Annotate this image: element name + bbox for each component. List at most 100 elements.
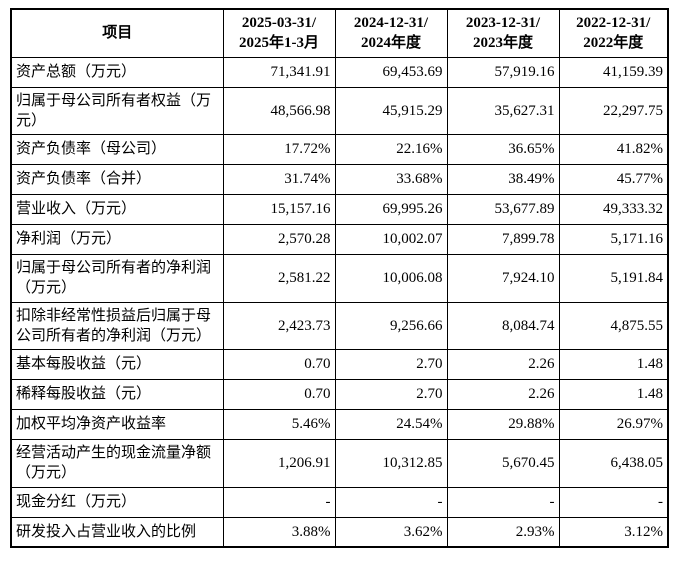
row-value: - [558,486,669,518]
row-value: 4,875.55 [558,301,669,350]
row-value: 2.26 [446,379,560,410]
table-row: 归属于母公司所有者权益（万元） 48,566.98 45,915.29 35,627.… [10,86,669,135]
row-value: 2.26 [446,349,560,380]
row-label: 经营活动产生的现金流量净额（万元） [10,439,224,488]
row-value: 2.93% [446,516,560,548]
row-label: 资产负债率（合并） [10,164,224,195]
period-label: 2025年1-3月 [239,35,319,52]
table-row: 基本每股收益（元） 0.70 2.70 2.26 1.48 [10,349,669,380]
row-value: 5,670.45 [446,439,560,488]
row-value: 2.70 [334,379,448,410]
row-value: 33.68% [334,164,448,195]
row-label: 加权平均净资产收益率 [10,409,224,440]
row-value: 3.12% [558,516,669,548]
period-date: 2024-12-31/ [353,15,429,31]
row-value: 15,157.16 [222,194,336,225]
row-value: 10,006.08 [334,254,448,303]
row-value: 57,919.16 [446,56,560,88]
period-label: 2022年度 [583,35,644,52]
row-value: 7,899.78 [446,224,560,255]
row-label: 资产负债率（母公司） [10,134,224,165]
row-value: 41,159.39 [558,56,669,88]
row-value: 6,438.05 [558,439,669,488]
row-value: - [222,486,336,518]
row-value: 29.88% [446,409,560,440]
row-value: 2,423.73 [222,301,336,350]
row-value: 69,453.69 [334,56,448,88]
table-row: 现金分红（万元） - - - - [10,486,669,518]
row-value: - [446,486,560,518]
row-label: 稀释每股收益（元） [10,379,224,410]
column-header-item: 项目 [10,8,224,58]
row-label: 营业收入（万元） [10,194,224,225]
table-row: 资产负债率（合并） 31.74% 33.68% 38.49% 45.77% [10,164,669,195]
financial-summary-table: 项目 2025-03-31/ 2025年1-3月 2024-12-31/ 202… [10,8,669,548]
period-label: 2024年度 [360,35,421,52]
row-value: 24.54% [334,409,448,440]
row-value: 41.82% [558,134,669,165]
row-value: 2,581.22 [222,254,336,303]
row-value: - [334,486,448,518]
row-value: 38.49% [446,164,560,195]
row-value: 5.46% [222,409,336,440]
row-value: 10,312.85 [334,439,448,488]
row-value: 5,191.84 [558,254,669,303]
period-date: 2022-12-31/ [576,15,651,31]
row-value: 0.70 [222,379,336,410]
table-row: 归属于母公司所有者的净利润（万元） 2,581.22 10,006.08 7,924.… [10,254,669,303]
row-value: 7,924.10 [446,254,560,303]
table-header-row: 项目 2025-03-31/ 2025年1-3月 2024-12-31/ 202… [10,8,669,58]
table-row: 稀释每股收益（元） 0.70 2.70 2.26 1.48 [10,379,669,410]
table-row: 资产负债率（母公司） 17.72% 22.16% 36.65% 41.82% [10,134,669,165]
row-value: 2,570.28 [222,224,336,255]
row-value: 22,297.75 [558,86,669,135]
table-row: 扣除非经常性损益后归属于母公司所有者的净利润（万元） 2,423.73 9,256.… [10,301,669,350]
column-header-period-2024: 2024-12-31/ 2024年度 [334,8,448,58]
row-value: 0.70 [222,349,336,380]
row-value: 49,333.32 [558,194,669,225]
row-value: 8,084.74 [446,301,560,350]
row-value: 53,677.89 [446,194,560,225]
row-value: 1.48 [558,379,669,410]
column-header-period-2025q1: 2025-03-31/ 2025年1-3月 [222,8,336,58]
table-row: 经营活动产生的现金流量净额（万元） 1,206.91 10,312.85 5,670.… [10,439,669,488]
table-row: 加权平均净资产收益率 5.46% 24.54% 29.88% 26.97% [10,409,669,440]
row-value: 71,341.91 [222,56,336,88]
row-value: 69,995.26 [334,194,448,225]
row-value: 35,627.31 [446,86,560,135]
column-header-period-2022: 2022-12-31/ 2022年度 [558,8,669,58]
row-value: 1.48 [558,349,669,380]
row-label: 扣除非经常性损益后归属于母公司所有者的净利润（万元） [10,301,224,350]
row-label: 基本每股收益（元） [10,349,224,380]
row-value: 10,002.07 [334,224,448,255]
table-row: 资产总额（万元） 71,341.91 69,453.69 57,919.16 41,15… [10,56,669,88]
financial-summary: 项目 2025-03-31/ 2025年1-3月 2024-12-31/ 202… [10,8,669,548]
row-value: 2.70 [334,349,448,380]
period-date: 2023-12-31/ [465,15,541,31]
row-value: 22.16% [334,134,448,165]
row-label: 现金分红（万元） [10,486,224,518]
row-value: 5,171.16 [558,224,669,255]
table-row: 研发投入占营业收入的比例 3.88% 3.62% 2.93% 3.12% [10,516,669,548]
row-label: 资产总额（万元） [10,56,224,88]
row-value: 3.88% [222,516,336,548]
period-label: 2023年度 [472,35,533,52]
row-label: 归属于母公司所有者的净利润（万元） [10,254,224,303]
table-body: 资产总额（万元） 71,341.91 69,453.69 57,919.16 41,15… [10,56,669,548]
column-header-period-2023: 2023-12-31/ 2023年度 [446,8,560,58]
row-value: 45.77% [558,164,669,195]
row-value: 9,256.66 [334,301,448,350]
table-row: 净利润（万元） 2,570.28 10,002.07 7,899.78 5,171.16 [10,224,669,255]
row-value: 31.74% [222,164,336,195]
row-label: 研发投入占营业收入的比例 [10,516,224,548]
row-value: 36.65% [446,134,560,165]
row-value: 3.62% [334,516,448,548]
row-value: 48,566.98 [222,86,336,135]
row-value: 1,206.91 [222,439,336,488]
row-value: 26.97% [558,409,669,440]
row-label: 归属于母公司所有者权益（万元） [10,86,224,135]
period-date: 2025-03-31/ [241,15,317,31]
table-row: 营业收入（万元） 15,157.16 69,995.26 53,677.89 49,33… [10,194,669,225]
row-label: 净利润（万元） [10,224,224,255]
row-value: 17.72% [222,134,336,165]
